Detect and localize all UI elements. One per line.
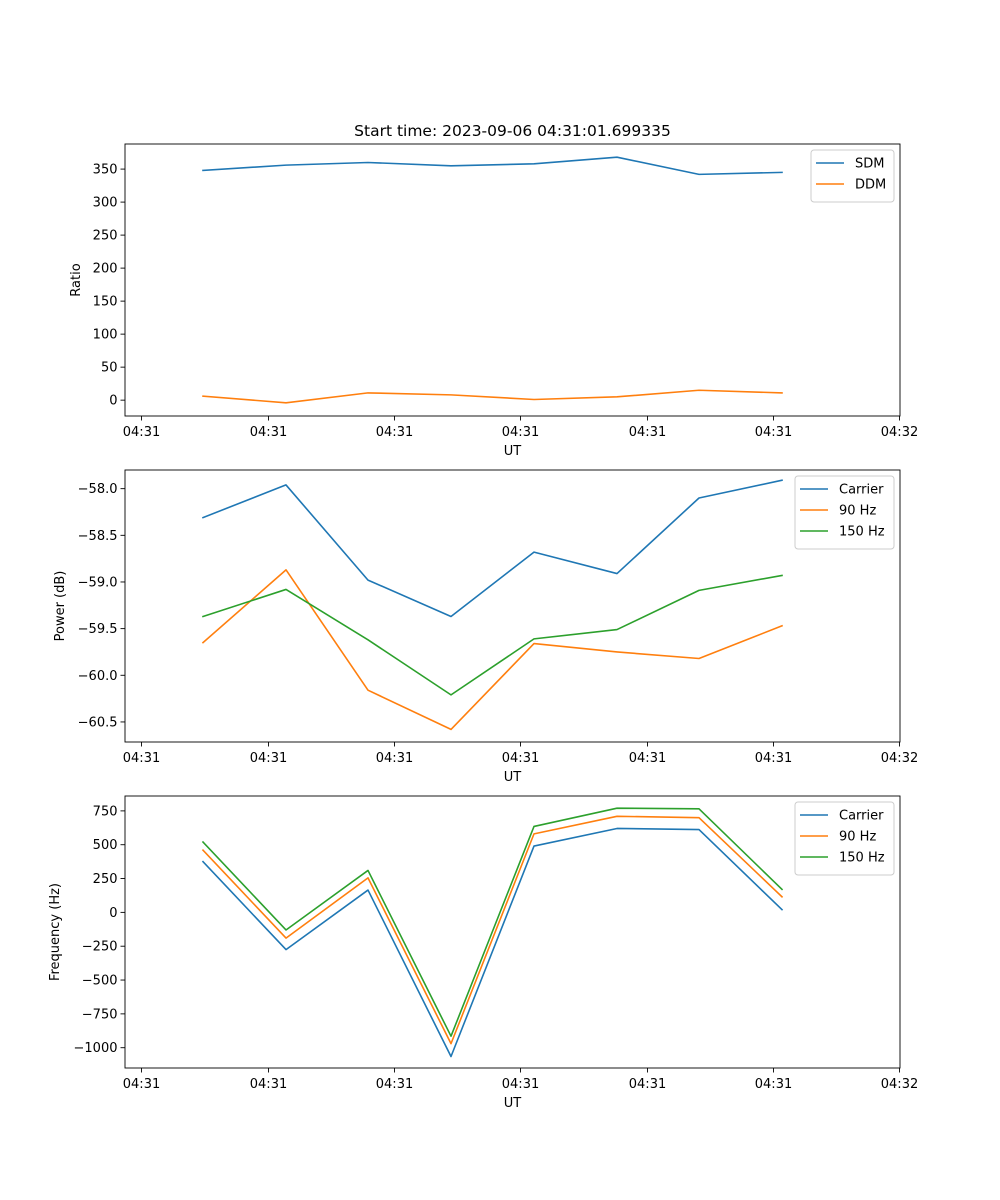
x-tick-label: 04:31 — [502, 1077, 539, 1092]
legend: SDM DDM — [810, 149, 895, 203]
x-axis-label: UT — [504, 770, 522, 785]
x-axis-label: UT — [504, 444, 522, 459]
y-tick-label: −58.5 — [78, 529, 118, 544]
y-tick-label: 300 — [93, 196, 118, 211]
y-tick-label: −59.0 — [78, 575, 118, 590]
y-tick-label: −1000 — [74, 1041, 118, 1056]
x-tick-label: 04:31 — [376, 1077, 413, 1092]
x-tick-label: 04:31 — [502, 751, 539, 766]
y-tick-label: −500 — [82, 974, 118, 989]
series-line-carrier — [201, 479, 783, 618]
chart-panel-1: 0 50 100 150 200 250 300 350 04:31 04:31 04:31 04:3… — [69, 143, 918, 459]
legend-label: Carrier — [839, 809, 884, 824]
x-tick-label: 04:31 — [629, 425, 666, 440]
y-tick-label: 200 — [93, 262, 118, 277]
y-tick-label: −58.0 — [78, 482, 118, 497]
x-tick-label: 04:31 — [376, 751, 413, 766]
series-line-150-hz — [201, 574, 783, 696]
x-axis-label: UT — [504, 1096, 522, 1111]
series-line-90-hz — [201, 815, 784, 1045]
legend: Carrier 90 Hz 150 Hz — [794, 801, 895, 876]
legend: Carrier 90 Hz 150 Hz — [794, 475, 895, 550]
y-tick-label: 0 — [109, 906, 117, 921]
y-tick-label: 250 — [93, 229, 118, 244]
y-tick-label: 250 — [93, 872, 118, 887]
axes-frame — [124, 469, 901, 743]
series-line-90-hz — [201, 569, 784, 731]
series-line-carrier — [201, 827, 784, 1058]
y-axis-label: Frequency (Hz) — [48, 883, 63, 981]
axes-frame — [124, 795, 901, 1069]
legend-label: 150 Hz — [839, 525, 885, 540]
x-tick-label: 04:31 — [755, 751, 792, 766]
x-tick-label: 04:31 — [629, 751, 666, 766]
legend-label: DDM — [855, 178, 886, 193]
y-axis-label: Ratio — [69, 263, 84, 296]
x-tick-label: 04:31 — [629, 1077, 666, 1092]
x-tick-label: 04:31 — [755, 425, 792, 440]
y-tick-label: 750 — [93, 804, 118, 819]
chart-panel-2: −60.5 −60.0 −59.5 −59.0 −58.5 −58.0 04:31 04:31… — [53, 469, 918, 785]
x-tick-label: 04:31 — [502, 425, 539, 440]
y-tick-label: −750 — [82, 1007, 118, 1022]
axes-frame — [124, 143, 901, 417]
legend-label: SDM — [855, 157, 884, 172]
y-tick-label: −250 — [82, 940, 118, 955]
y-axis-label: Power (dB) — [53, 571, 68, 642]
series-line-ddm — [202, 389, 783, 404]
chart-panel-3: −1000 −750 −500 −250 0 250 500 750 04:31 04:31 04:… — [48, 795, 918, 1111]
legend-label: 150 Hz — [839, 851, 885, 866]
y-tick-label: 100 — [93, 328, 118, 343]
x-tick-label: 04:31 — [250, 751, 287, 766]
x-tick-label: 04:31 — [250, 425, 287, 440]
x-tick-label: 04:31 — [376, 425, 413, 440]
y-tick-label: 0 — [109, 394, 117, 409]
y-tick-label: −59.5 — [78, 622, 118, 637]
x-tick-label: 04:32 — [881, 1077, 918, 1092]
x-tick-label: 04:31 — [250, 1077, 287, 1092]
x-tick-label: 04:31 — [123, 751, 160, 766]
series-line-sdm — [202, 156, 783, 176]
y-tick-label: 150 — [93, 295, 118, 310]
series-line-150-hz — [201, 807, 784, 1037]
legend-label: 90 Hz — [839, 830, 876, 845]
x-tick-label: 04:32 — [881, 425, 918, 440]
x-tick-label: 04:31 — [123, 425, 160, 440]
y-tick-label: 50 — [101, 361, 118, 376]
x-tick-label: 04:32 — [881, 751, 918, 766]
x-tick-label: 04:31 — [755, 1077, 792, 1092]
y-tick-label: 350 — [93, 163, 118, 178]
y-tick-label: 500 — [93, 838, 118, 853]
legend-label: Carrier — [839, 483, 884, 498]
x-tick-label: 04:31 — [123, 1077, 160, 1092]
figure-title: Start time: 2023-09-06 04:31:01.699335 — [354, 122, 671, 140]
legend-label: 90 Hz — [839, 504, 876, 519]
y-tick-label: −60.5 — [78, 715, 118, 730]
y-tick-label: −60.0 — [78, 669, 118, 684]
